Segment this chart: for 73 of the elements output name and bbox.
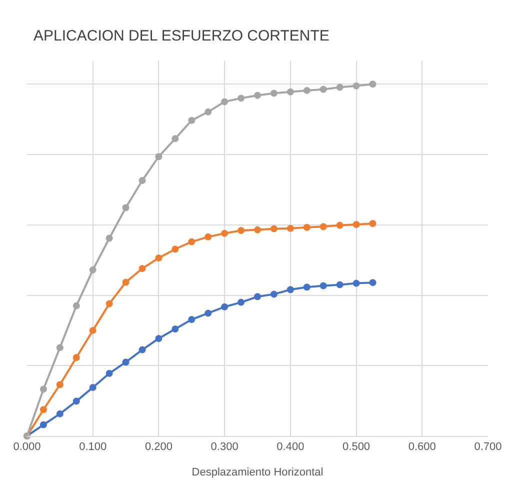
point <box>221 230 228 237</box>
point <box>303 284 310 291</box>
x-tick-label: 0.600 <box>408 441 436 454</box>
point <box>89 384 96 391</box>
point <box>138 265 146 272</box>
point <box>303 86 310 94</box>
point <box>238 298 245 306</box>
chart-title: APLICACION DEL ESFUERZO CORTENTE <box>34 28 330 45</box>
point <box>40 386 47 393</box>
point <box>106 300 113 308</box>
x-tick-label: 0.400 <box>276 441 304 454</box>
point <box>270 225 278 232</box>
x-tick-label: 0.000 <box>13 441 41 454</box>
point <box>221 303 228 310</box>
x-tick-label: 0.100 <box>79 441 107 454</box>
point <box>270 290 278 298</box>
point <box>320 86 327 93</box>
point <box>138 346 146 354</box>
point <box>238 94 245 102</box>
x-tick-label: 0.500 <box>342 441 370 454</box>
point <box>286 286 294 294</box>
point <box>336 84 344 91</box>
point <box>155 335 162 342</box>
point <box>369 220 376 227</box>
x-tick-label: 0.300 <box>210 441 238 454</box>
point <box>155 153 162 160</box>
point <box>155 254 162 262</box>
point <box>138 177 146 184</box>
point <box>352 280 360 287</box>
point <box>72 354 80 362</box>
point <box>352 82 360 90</box>
point <box>40 406 47 414</box>
point <box>238 227 245 234</box>
x-tick-label: 0.700 <box>474 441 502 454</box>
point <box>336 281 344 288</box>
point <box>172 326 179 333</box>
point <box>369 279 376 286</box>
point <box>254 226 261 234</box>
point <box>204 108 212 116</box>
point <box>106 234 113 242</box>
point <box>56 381 64 388</box>
point <box>188 316 196 324</box>
point <box>303 224 310 231</box>
point <box>204 310 212 317</box>
point <box>270 90 278 97</box>
point <box>106 370 113 377</box>
point <box>56 344 64 352</box>
point <box>352 221 360 228</box>
point <box>122 278 130 286</box>
point <box>254 293 261 300</box>
point <box>320 223 327 230</box>
point <box>172 135 179 142</box>
point <box>172 246 179 253</box>
point <box>188 116 196 124</box>
x-tick-label: 0.200 <box>144 441 172 454</box>
point <box>188 238 196 246</box>
point <box>122 204 130 212</box>
point <box>72 398 80 405</box>
point <box>204 233 212 240</box>
point <box>72 302 80 310</box>
point <box>40 421 47 428</box>
point <box>286 88 294 96</box>
point <box>89 266 96 274</box>
point <box>336 222 344 229</box>
point <box>254 92 261 99</box>
point <box>369 80 376 88</box>
point <box>56 410 64 418</box>
point <box>320 282 327 290</box>
x-axis-title: Desplazamiento Horizontal <box>192 466 324 478</box>
point <box>89 326 96 334</box>
point <box>122 358 130 366</box>
point <box>221 98 228 106</box>
point <box>286 224 294 232</box>
